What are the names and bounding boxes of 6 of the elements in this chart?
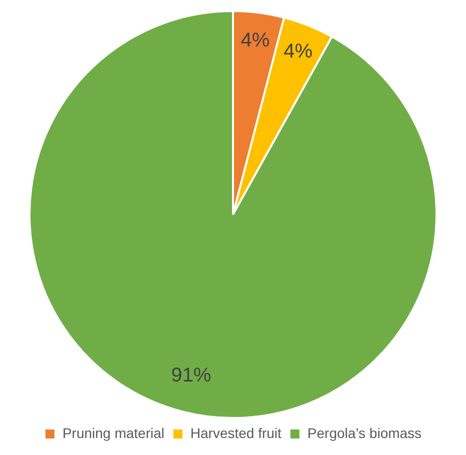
legend-label: Harvested fruit [190,424,282,441]
legend-label: Pergola’s biomass [307,424,422,441]
data-label: 91% [171,364,212,387]
data-label: 4% [284,40,313,63]
legend-label: Pruning material [62,424,164,441]
data-label: 4% [240,29,270,52]
